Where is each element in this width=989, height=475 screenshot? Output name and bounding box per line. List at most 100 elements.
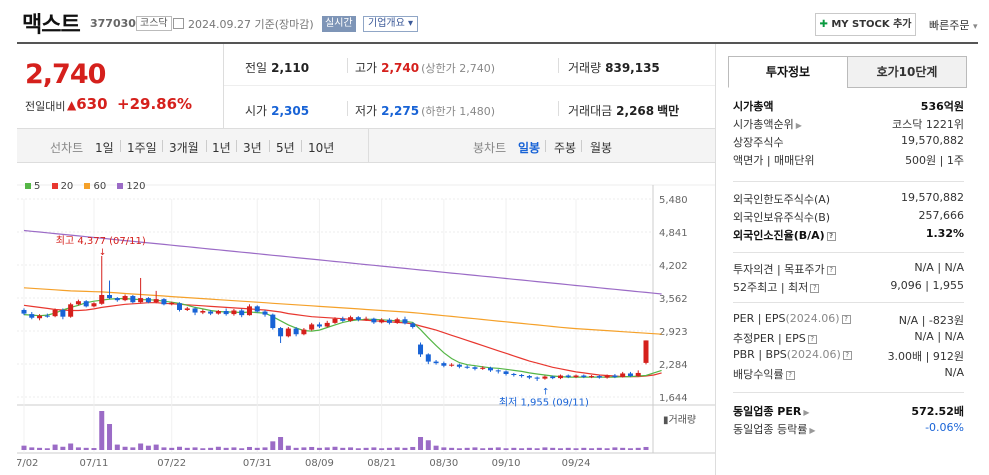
volume-bar	[122, 446, 128, 450]
volume-bar	[425, 440, 431, 450]
company-info-button[interactable]: 기업개요 ▾	[363, 16, 419, 32]
candle-body	[589, 376, 595, 378]
tab-orderbook[interactable]: 호가10단계	[847, 56, 967, 88]
info-row[interactable]: 동일업종 등락률 ▶ -0.06%	[733, 419, 964, 437]
period-daily[interactable]: 일봉	[518, 141, 541, 155]
info-value: -0.06%	[925, 421, 964, 434]
candle-body	[534, 377, 540, 379]
legend-label: 20	[60, 181, 74, 192]
stat-low: 저가 2,275 (하한가 1,480)	[355, 102, 495, 119]
invest-info-panel: 투자정보 호가10단계 시가총액 536억원 시가총액순위 ▶ 코스닥 1221위 상장주…	[715, 44, 978, 475]
range-1d[interactable]: 1일	[95, 141, 114, 155]
help-icon[interactable]: ?	[841, 314, 851, 324]
info-label-text: 상장주식수	[733, 136, 784, 149]
info-row[interactable]: 시가총액순위 ▶ 코스닥 1221위	[733, 114, 964, 132]
volume-bar	[394, 447, 400, 450]
candle-body	[386, 319, 392, 323]
divider	[558, 58, 559, 73]
candle-body	[138, 298, 144, 303]
volume-bar	[604, 448, 610, 450]
candle-chart[interactable]: 5,480 4,841 4,202 3,562 2,923 2,284 1,644 ▮거래량 0…	[17, 163, 715, 475]
divider	[206, 140, 207, 152]
info-value: 257,666	[918, 209, 965, 222]
candle-body	[301, 329, 307, 335]
quick-order-button[interactable]: 빠른주문 ▾	[929, 17, 978, 33]
volume-bar	[177, 446, 182, 450]
volume-bar	[379, 448, 385, 450]
volume-bar	[83, 447, 89, 450]
candle-body	[425, 354, 431, 362]
stats-row: 전일 2,110 고가 2,740 (상한가 2,740) 거래량 839,135	[224, 44, 715, 86]
tab-invest-info[interactable]: 투자정보	[728, 56, 848, 88]
candle-body	[107, 295, 113, 299]
info-section-sec3: 투자의견 | 목표주가? N/A | N/A 52주최고 | 최저? 9,096 | …	[733, 259, 964, 295]
x-tick-label: 09/24	[562, 458, 591, 469]
volume-bar	[643, 446, 649, 450]
range-3y[interactable]: 3년	[243, 141, 262, 155]
info-value: N/A | N/A	[914, 261, 964, 274]
candle-body	[472, 367, 478, 369]
period-monthly[interactable]: 월봉	[590, 141, 613, 155]
stat-sub: (하한가 1,480)	[421, 105, 495, 118]
candle-body	[511, 373, 517, 376]
range-10y[interactable]: 10년	[308, 141, 335, 155]
info-value: N/A	[944, 366, 964, 379]
candle-body	[495, 370, 501, 372]
info-label-text: 시가총액	[733, 100, 774, 113]
volume-bar	[418, 437, 424, 450]
chart-canvas[interactable]: 5,480 4,841 4,202 3,562 2,923 2,284 1,644 ▮거래량 0…	[17, 163, 715, 475]
volume-bar	[627, 448, 633, 450]
add-mystock-button[interactable]: ✚ MY STOCK 추가	[815, 13, 916, 36]
period-weekly[interactable]: 주봉	[554, 141, 577, 155]
section-divider	[733, 252, 964, 253]
candle-body	[332, 318, 338, 323]
ma-line-ma5	[23, 298, 662, 378]
stat-sub: (상한가 2,740)	[421, 62, 495, 75]
y-tick-label: 4,841	[659, 228, 688, 239]
range-1w[interactable]: 1주일	[127, 141, 157, 155]
candle-body	[410, 323, 416, 328]
x-tick-label: 08/09	[305, 458, 334, 469]
x-tick-label: 08/30	[429, 458, 458, 469]
volume-bar	[231, 447, 237, 450]
candle-body	[612, 375, 618, 378]
stat-label: 전일	[245, 61, 268, 75]
info-label: 동일업종 PER ▶	[733, 403, 810, 419]
down-arrow-icon: ↓	[99, 248, 107, 258]
volume-bar	[581, 447, 587, 450]
stat-label: 저가	[355, 104, 378, 118]
volume-bar	[596, 447, 602, 450]
candle-body	[285, 328, 291, 337]
candle-chart-label[interactable]: 봉차트	[473, 141, 507, 155]
info-row: 외국인한도주식수(A) 19,570,882	[733, 189, 964, 207]
stock-code: 377030	[90, 17, 136, 30]
help-icon[interactable]: ?	[810, 283, 820, 293]
range-3m[interactable]: 3개월	[169, 141, 199, 155]
help-icon[interactable]: ?	[807, 334, 817, 344]
candle-body	[394, 319, 400, 323]
info-label-text: 외국인소진율(B/A)	[733, 229, 825, 242]
candle-body	[526, 376, 532, 378]
info-label-text: 동일업종 등락률	[733, 423, 808, 436]
help-icon[interactable]: ?	[785, 370, 795, 380]
info-section-sec4: PER | EPS(2024.06)? N/A | -823원 추정PER | EP…	[733, 310, 964, 382]
volume-bar	[37, 447, 43, 450]
range-5y[interactable]: 5년	[276, 141, 295, 155]
volume-bar	[550, 447, 556, 450]
realtime-button[interactable]: 실시간	[322, 16, 356, 32]
line-chart-label[interactable]: 선차트	[50, 141, 84, 155]
stat-label: 거래량	[568, 61, 602, 75]
candle-body	[441, 363, 447, 366]
volume-bar	[589, 448, 595, 450]
stat-value: 2,110	[271, 61, 310, 75]
help-icon[interactable]: ?	[842, 350, 852, 360]
help-icon[interactable]: ?	[826, 265, 836, 275]
help-icon[interactable]: ?	[826, 231, 836, 241]
market-badge: 코스닥	[136, 16, 172, 31]
candle-body	[161, 299, 167, 305]
volume-bar	[192, 447, 198, 450]
candle-body	[402, 319, 408, 324]
volume-bar	[309, 446, 315, 450]
info-row[interactable]: 동일업종 PER ▶ 572.52배	[733, 401, 964, 419]
range-1y[interactable]: 1년	[212, 141, 231, 155]
